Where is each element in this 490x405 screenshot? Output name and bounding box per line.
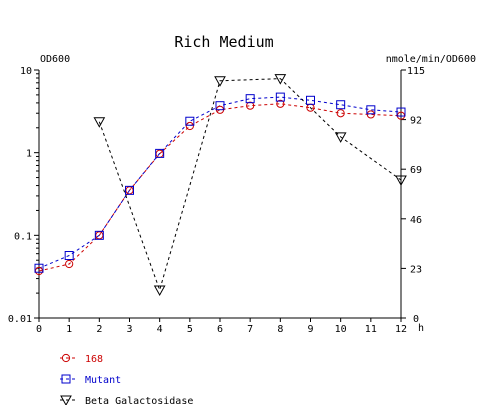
x-tick-label: 7 (247, 324, 253, 335)
series-lines (38, 78, 402, 292)
data-point-168 (276, 99, 285, 108)
x-tick-label: 9 (307, 324, 313, 335)
data-point-mutant (245, 94, 255, 104)
legend-label-mutant: Mutant (85, 375, 121, 386)
legend-label-168: 168 (85, 354, 103, 365)
data-point-168 (246, 101, 255, 110)
data-point-168 (366, 110, 375, 119)
data-point-beta-galactosidase (274, 74, 287, 85)
data-point-mutant (366, 105, 376, 115)
series-line-168 (38, 103, 402, 272)
data-point-beta-galactosidase (395, 175, 407, 187)
data-point-beta-galactosidase (153, 285, 166, 296)
x-tick-label: 1 (66, 324, 72, 335)
data-point-mutant (185, 116, 195, 126)
data-point-mutant (155, 148, 165, 158)
x-tick-label: 4 (157, 324, 163, 335)
right-tick-label: 46 (410, 215, 422, 226)
left-tick-label: 10 (20, 66, 32, 77)
series-markers (34, 74, 407, 296)
data-point-mutant (396, 107, 406, 117)
x-tick-label: 5 (187, 324, 193, 335)
data-point-mutant (125, 185, 134, 195)
right-axis-label: nmole/min/OD600 (386, 54, 476, 65)
data-point-168 (65, 259, 74, 269)
data-point-mutant (64, 251, 74, 261)
left-axis-label: OD600 (40, 54, 70, 65)
data-point-beta-galactosidase (214, 76, 226, 87)
x-tick-label: 6 (217, 324, 223, 335)
data-point-beta-galactosidase (93, 117, 106, 128)
data-point-mutant (94, 230, 104, 240)
right-tick-label: 69 (410, 165, 422, 176)
series-line-mutant (38, 96, 402, 269)
x-tick-label: 2 (96, 324, 102, 335)
x-tick-label: 3 (126, 324, 132, 335)
legend: 168 Mutant Beta Galactosidase (60, 353, 193, 405)
x-tick-label: 0 (36, 324, 42, 335)
x-tick-label: 11 (365, 324, 377, 335)
right-tick-label: 92 (410, 116, 422, 127)
data-point-mutant (34, 263, 44, 273)
series-line-beta-galactosidase (98, 78, 402, 292)
data-point-mutant (306, 95, 315, 105)
legend-marker-mutant (61, 374, 71, 384)
right-tick-label: 0 (413, 314, 419, 325)
chart-title: Rich Medium (174, 33, 273, 51)
data-point-beta-galactosidase (334, 132, 347, 143)
left-tick-label: 1 (26, 149, 32, 160)
left-tick-label: 0.1 (14, 231, 32, 242)
data-point-168 (336, 109, 345, 118)
x-tick-label: 12 (395, 324, 407, 335)
right-tick-label: 115 (407, 66, 425, 77)
legend-marker-beta-galactosidase (60, 395, 72, 405)
legend-marker-168 (61, 353, 71, 363)
left-tick-label: 0.01 (8, 314, 32, 325)
right-tick-label: 23 (410, 264, 422, 275)
data-point-mutant (275, 92, 285, 102)
legend-label-beta-galactosidase: Beta Galactosidase (85, 396, 193, 405)
data-point-mutant (336, 100, 346, 110)
data-point-mutant (215, 101, 225, 111)
x-tick-label: 10 (335, 324, 347, 335)
x-axis-label: h (418, 323, 424, 334)
data-point-168 (185, 121, 194, 131)
x-tick-label: 8 (277, 324, 283, 335)
